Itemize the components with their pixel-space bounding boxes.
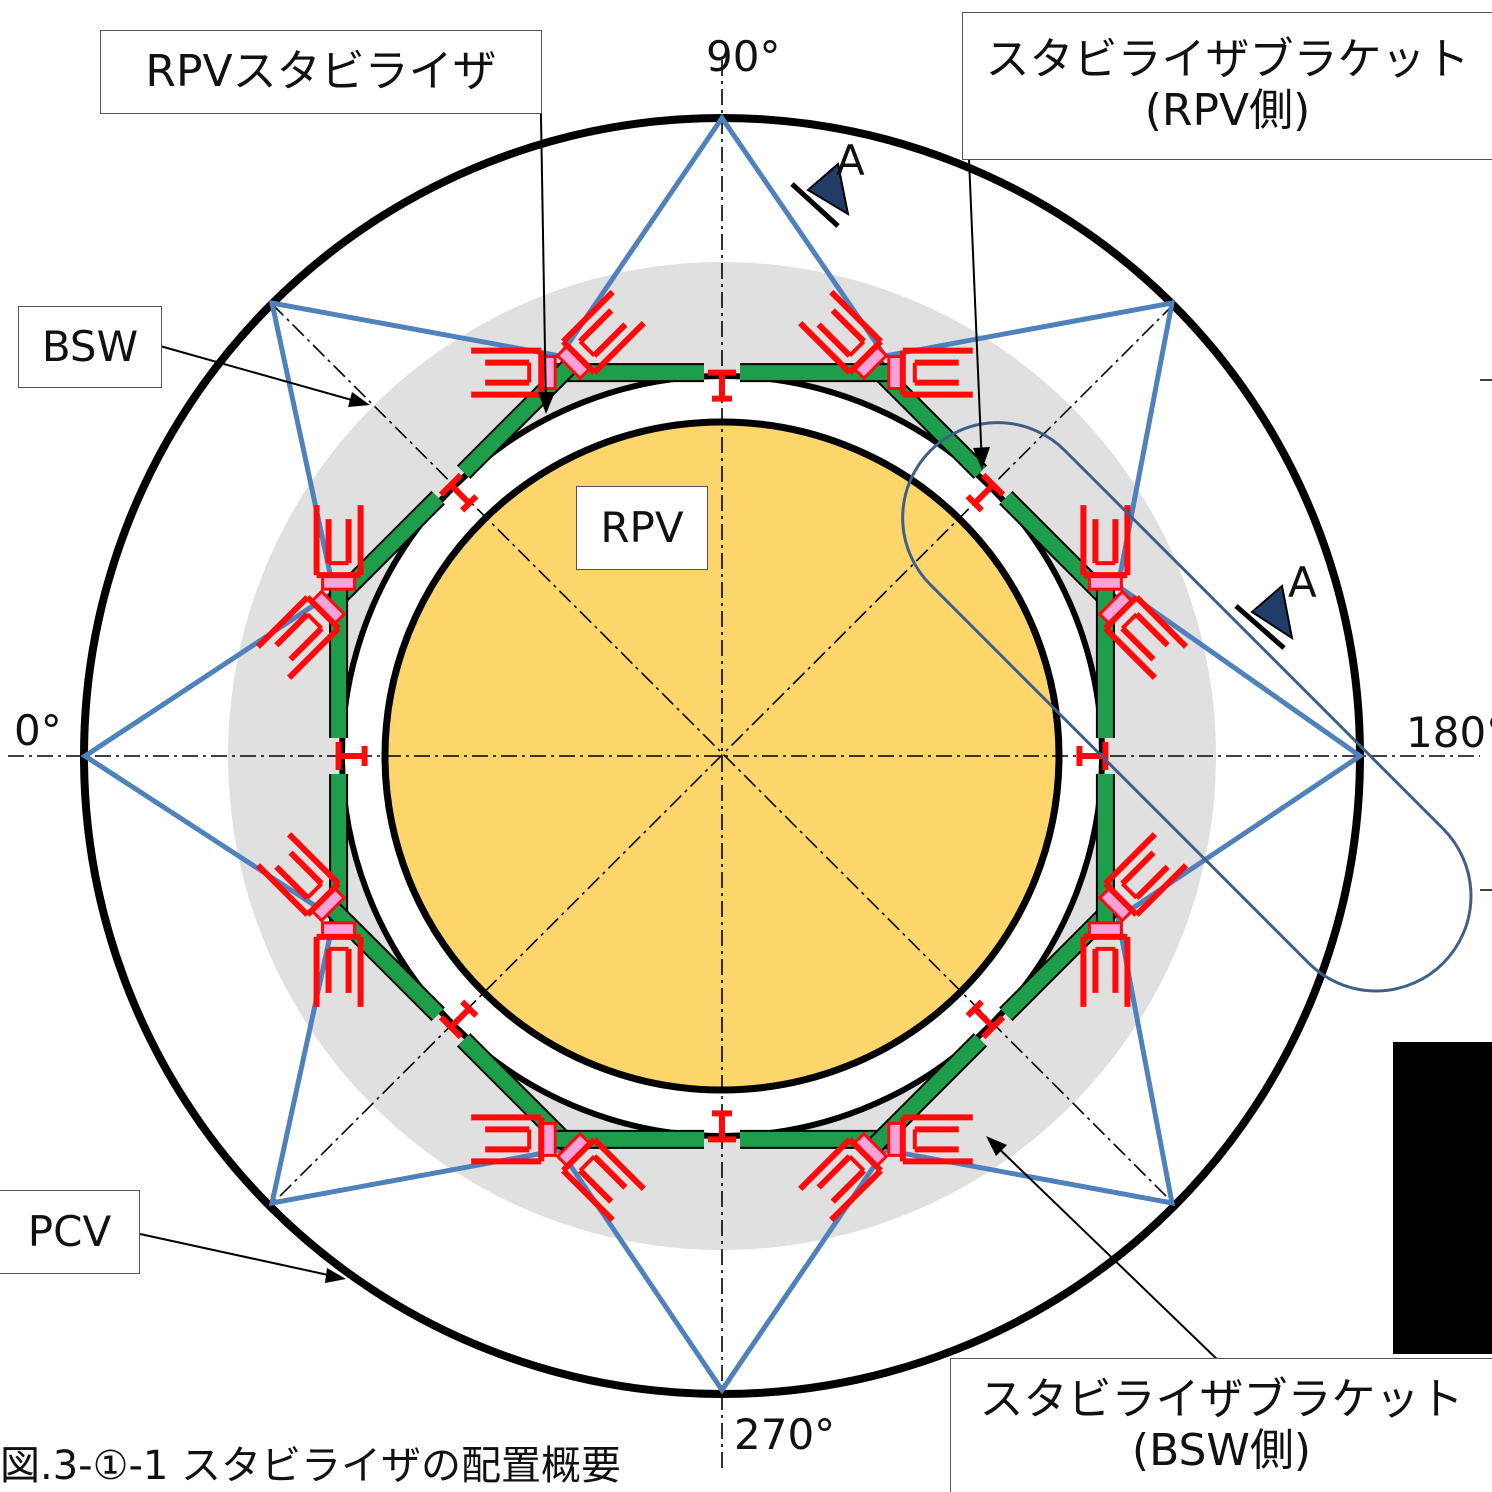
label-rpv: RPV	[576, 486, 708, 570]
label-pcv: PCV	[0, 1190, 140, 1274]
label-bsw-text: BSW	[41, 321, 139, 371]
figure-caption: 図.3-①-1 スタビライザの配置概要	[0, 1443, 622, 1489]
label-rpv-stabilizer: RPVスタビライザ	[100, 30, 542, 114]
rpv-side-bracket	[965, 999, 1006, 1040]
bsw-side-bracket	[255, 832, 347, 923]
rpv-side-bracket	[438, 999, 479, 1040]
bsw-side-bracket	[1097, 832, 1189, 923]
label-bracket-rpv-line1: スタビライザブラケット	[985, 34, 1470, 86]
bsw-side-bracket	[555, 289, 646, 381]
highlight-oval	[901, 421, 1473, 993]
rpv-side-bracket	[708, 1110, 736, 1143]
angle-180-label: 180°	[1406, 708, 1492, 757]
bsw-side-bracket	[1097, 589, 1189, 680]
leader-arrowheads	[325, 392, 1007, 1283]
label-bracket-bsw-line1: スタビライザブラケット	[979, 1373, 1464, 1425]
bsw-side-bracket	[798, 289, 889, 381]
label-rpv-text: RPV	[600, 502, 684, 552]
section-marker-a2	[1234, 584, 1294, 650]
support-star-outline	[80, 113, 1365, 1395]
label-bracket-bsw-line2: (BSW側)	[1131, 1424, 1312, 1476]
bsw-side-bracket	[887, 1114, 973, 1165]
bsw-side-bracket	[471, 1114, 557, 1165]
center-lines	[8, 60, 1480, 1470]
leader-lines	[139, 57, 1223, 1365]
bsw-side-bracket	[1080, 505, 1131, 591]
bsw-side-bracket	[798, 1131, 889, 1223]
label-bracket-rpv-line2: (RPV側)	[1144, 85, 1311, 136]
label-bracket-rpv: スタビライザブラケット (RPV側)	[962, 12, 1492, 160]
black-block	[1393, 1042, 1492, 1354]
section-a1-label: A	[836, 136, 865, 185]
bsw-side-bracket	[1080, 921, 1131, 1007]
stabilizer-bar	[320, 896, 444, 1020]
label-pcv-text: PCV	[27, 1206, 112, 1256]
rpv-side-bracket	[708, 369, 736, 402]
angle-90-label: 90°	[706, 32, 781, 81]
bsw-side-bracket	[313, 921, 364, 1007]
stabilizer-brackets	[255, 289, 1189, 1223]
rpv-side-bracket	[335, 742, 368, 770]
angle-270-label: 270°	[734, 1410, 836, 1459]
label-rpv-stabilizer-text: RPVスタビライザ	[145, 45, 497, 97]
bsw-side-bracket	[313, 505, 364, 591]
stabilizer-bar	[458, 354, 582, 478]
bsw-side-bracket	[887, 347, 973, 398]
rpv-side-brackets	[335, 369, 1109, 1143]
rpv-side-bracket	[438, 472, 479, 513]
angle-0-label: 0°	[14, 706, 62, 755]
rpv-side-bracket	[965, 472, 1006, 513]
bsw-side-bracket	[255, 589, 347, 680]
stabilizer-bar	[862, 1034, 986, 1158]
label-bsw: BSW	[18, 306, 162, 388]
section-a2-label: A	[1288, 558, 1317, 607]
label-bracket-bsw: スタビライザブラケット (BSW側)	[950, 1358, 1492, 1492]
rpv-stabilizers	[319, 353, 1125, 1159]
section-marker-a1	[790, 162, 850, 228]
bsw-side-bracket	[555, 1131, 646, 1223]
